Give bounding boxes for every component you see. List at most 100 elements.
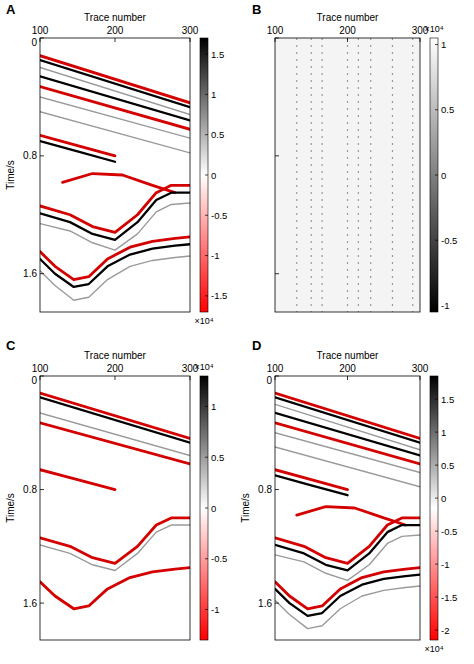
y-tick-label: 1.6 xyxy=(23,598,37,609)
colorbar-tick xyxy=(435,465,438,466)
y-tick-label: 0.8 xyxy=(23,484,37,495)
y-tick-label: 0 xyxy=(31,37,37,48)
colorbar-tick-label: -1 xyxy=(211,250,219,261)
x-tick xyxy=(275,38,276,42)
colorbar-tick-label: -0.5 xyxy=(441,235,457,246)
x-tick-label: 100 xyxy=(267,363,284,374)
x-tick xyxy=(115,38,116,42)
colorbar xyxy=(200,38,208,312)
colorbar-tick xyxy=(435,564,438,565)
noise-streak xyxy=(296,38,297,312)
noise-streak xyxy=(412,38,413,312)
y-tick-label: 0.8 xyxy=(258,484,272,495)
x-tick-label: 200 xyxy=(107,363,124,374)
noise-streak xyxy=(322,38,323,312)
colorbar-tick-label: -1.5 xyxy=(211,290,227,301)
noise-streak xyxy=(358,38,359,312)
y-tick xyxy=(275,38,279,39)
x-tick xyxy=(190,38,191,42)
colorbar-tick-label: 0.5 xyxy=(211,452,224,463)
y-tick-label: 0.8 xyxy=(23,150,37,161)
x-tick-label: 100 xyxy=(32,25,49,36)
y-tick xyxy=(40,603,44,604)
colorbar-tick xyxy=(205,94,208,95)
x-tick xyxy=(40,376,41,380)
colorbar-tick-label: -1 xyxy=(441,300,449,311)
colorbar-tick xyxy=(435,630,438,631)
x-axis-title: Trace number xyxy=(84,12,147,23)
colorbar-tick xyxy=(205,134,208,135)
reflector xyxy=(40,193,190,240)
y-tick xyxy=(40,489,44,490)
colorbar-tick-label: 1 xyxy=(441,427,446,438)
y-tick xyxy=(40,376,44,377)
reflector xyxy=(40,413,190,456)
reflector xyxy=(40,141,115,162)
data-layer xyxy=(275,393,420,629)
plot-background xyxy=(40,376,190,640)
reflector xyxy=(275,393,420,438)
colorbar-tick-label: -1 xyxy=(211,604,219,615)
reflector xyxy=(40,518,190,563)
x-axis-title: Trace number xyxy=(84,350,147,361)
y-tick xyxy=(40,155,44,156)
colorbar-tick-label: -0.5 xyxy=(441,526,457,537)
colorbar-tick xyxy=(435,531,438,532)
y-tick xyxy=(275,376,279,377)
colorbar-tick-label: 1 xyxy=(211,89,216,100)
x-tick-label: 100 xyxy=(267,25,284,36)
plot-background xyxy=(275,38,420,312)
reflector xyxy=(63,174,176,193)
noise-streak xyxy=(370,38,371,312)
x-tick-label: 200 xyxy=(339,25,356,36)
colorbar-tick xyxy=(205,295,208,296)
colorbar-tick xyxy=(205,175,208,176)
panel-letter: B xyxy=(252,2,261,17)
reflector xyxy=(275,423,420,464)
noise-streak xyxy=(347,38,348,312)
reflector xyxy=(40,87,190,130)
y-tick-label: 0 xyxy=(266,375,272,386)
panel: C100200300Trace number00.81.6Time/s-1-0.… xyxy=(5,338,227,640)
y-tick xyxy=(40,273,44,274)
colorbar-tick-label: 0.5 xyxy=(211,129,224,140)
x-tick-label: 200 xyxy=(107,25,124,36)
colorbar-tick xyxy=(435,305,438,306)
x-tick xyxy=(420,38,421,42)
colorbar-tick xyxy=(435,498,438,499)
colorbar-exponent: ×10⁴ xyxy=(424,24,443,34)
reflector xyxy=(40,393,190,438)
reflector xyxy=(40,203,190,250)
plot-frame xyxy=(40,376,190,640)
reflector xyxy=(40,423,190,464)
reflector xyxy=(275,535,420,580)
plot-frame xyxy=(40,38,190,312)
colorbar-tick xyxy=(435,175,438,176)
plot-background xyxy=(40,38,190,312)
y-tick xyxy=(275,489,279,490)
reflector xyxy=(275,470,348,490)
panel: D100200300Trace number00.81.6Time/s-2-1.… xyxy=(240,338,457,654)
y-tick-label: 1.6 xyxy=(258,598,272,609)
colorbar-tick-label: 0.5 xyxy=(441,104,454,115)
reflector xyxy=(297,507,406,525)
colorbar-tick-label: 0 xyxy=(211,170,216,181)
colorbar-tick-label: -1 xyxy=(441,559,449,570)
colorbar-tick-label: -1.5 xyxy=(441,592,457,603)
reflector xyxy=(275,575,420,616)
y-axis-title: Time/s xyxy=(240,493,251,523)
colorbar xyxy=(200,376,208,640)
x-tick xyxy=(40,38,41,42)
colorbar-tick xyxy=(435,109,438,110)
reflector xyxy=(40,185,190,232)
reflector xyxy=(275,475,348,495)
noise-streak xyxy=(392,38,393,312)
colorbar-tick xyxy=(205,508,208,509)
reflector xyxy=(275,413,420,456)
colorbar-tick-label: 0.5 xyxy=(441,460,454,471)
y-tick xyxy=(275,603,279,604)
panel-letter: C xyxy=(6,338,16,353)
reflector xyxy=(275,525,420,570)
colorbar-tick-label: 0 xyxy=(441,170,446,181)
colorbar-tick-label: 0 xyxy=(441,493,446,504)
